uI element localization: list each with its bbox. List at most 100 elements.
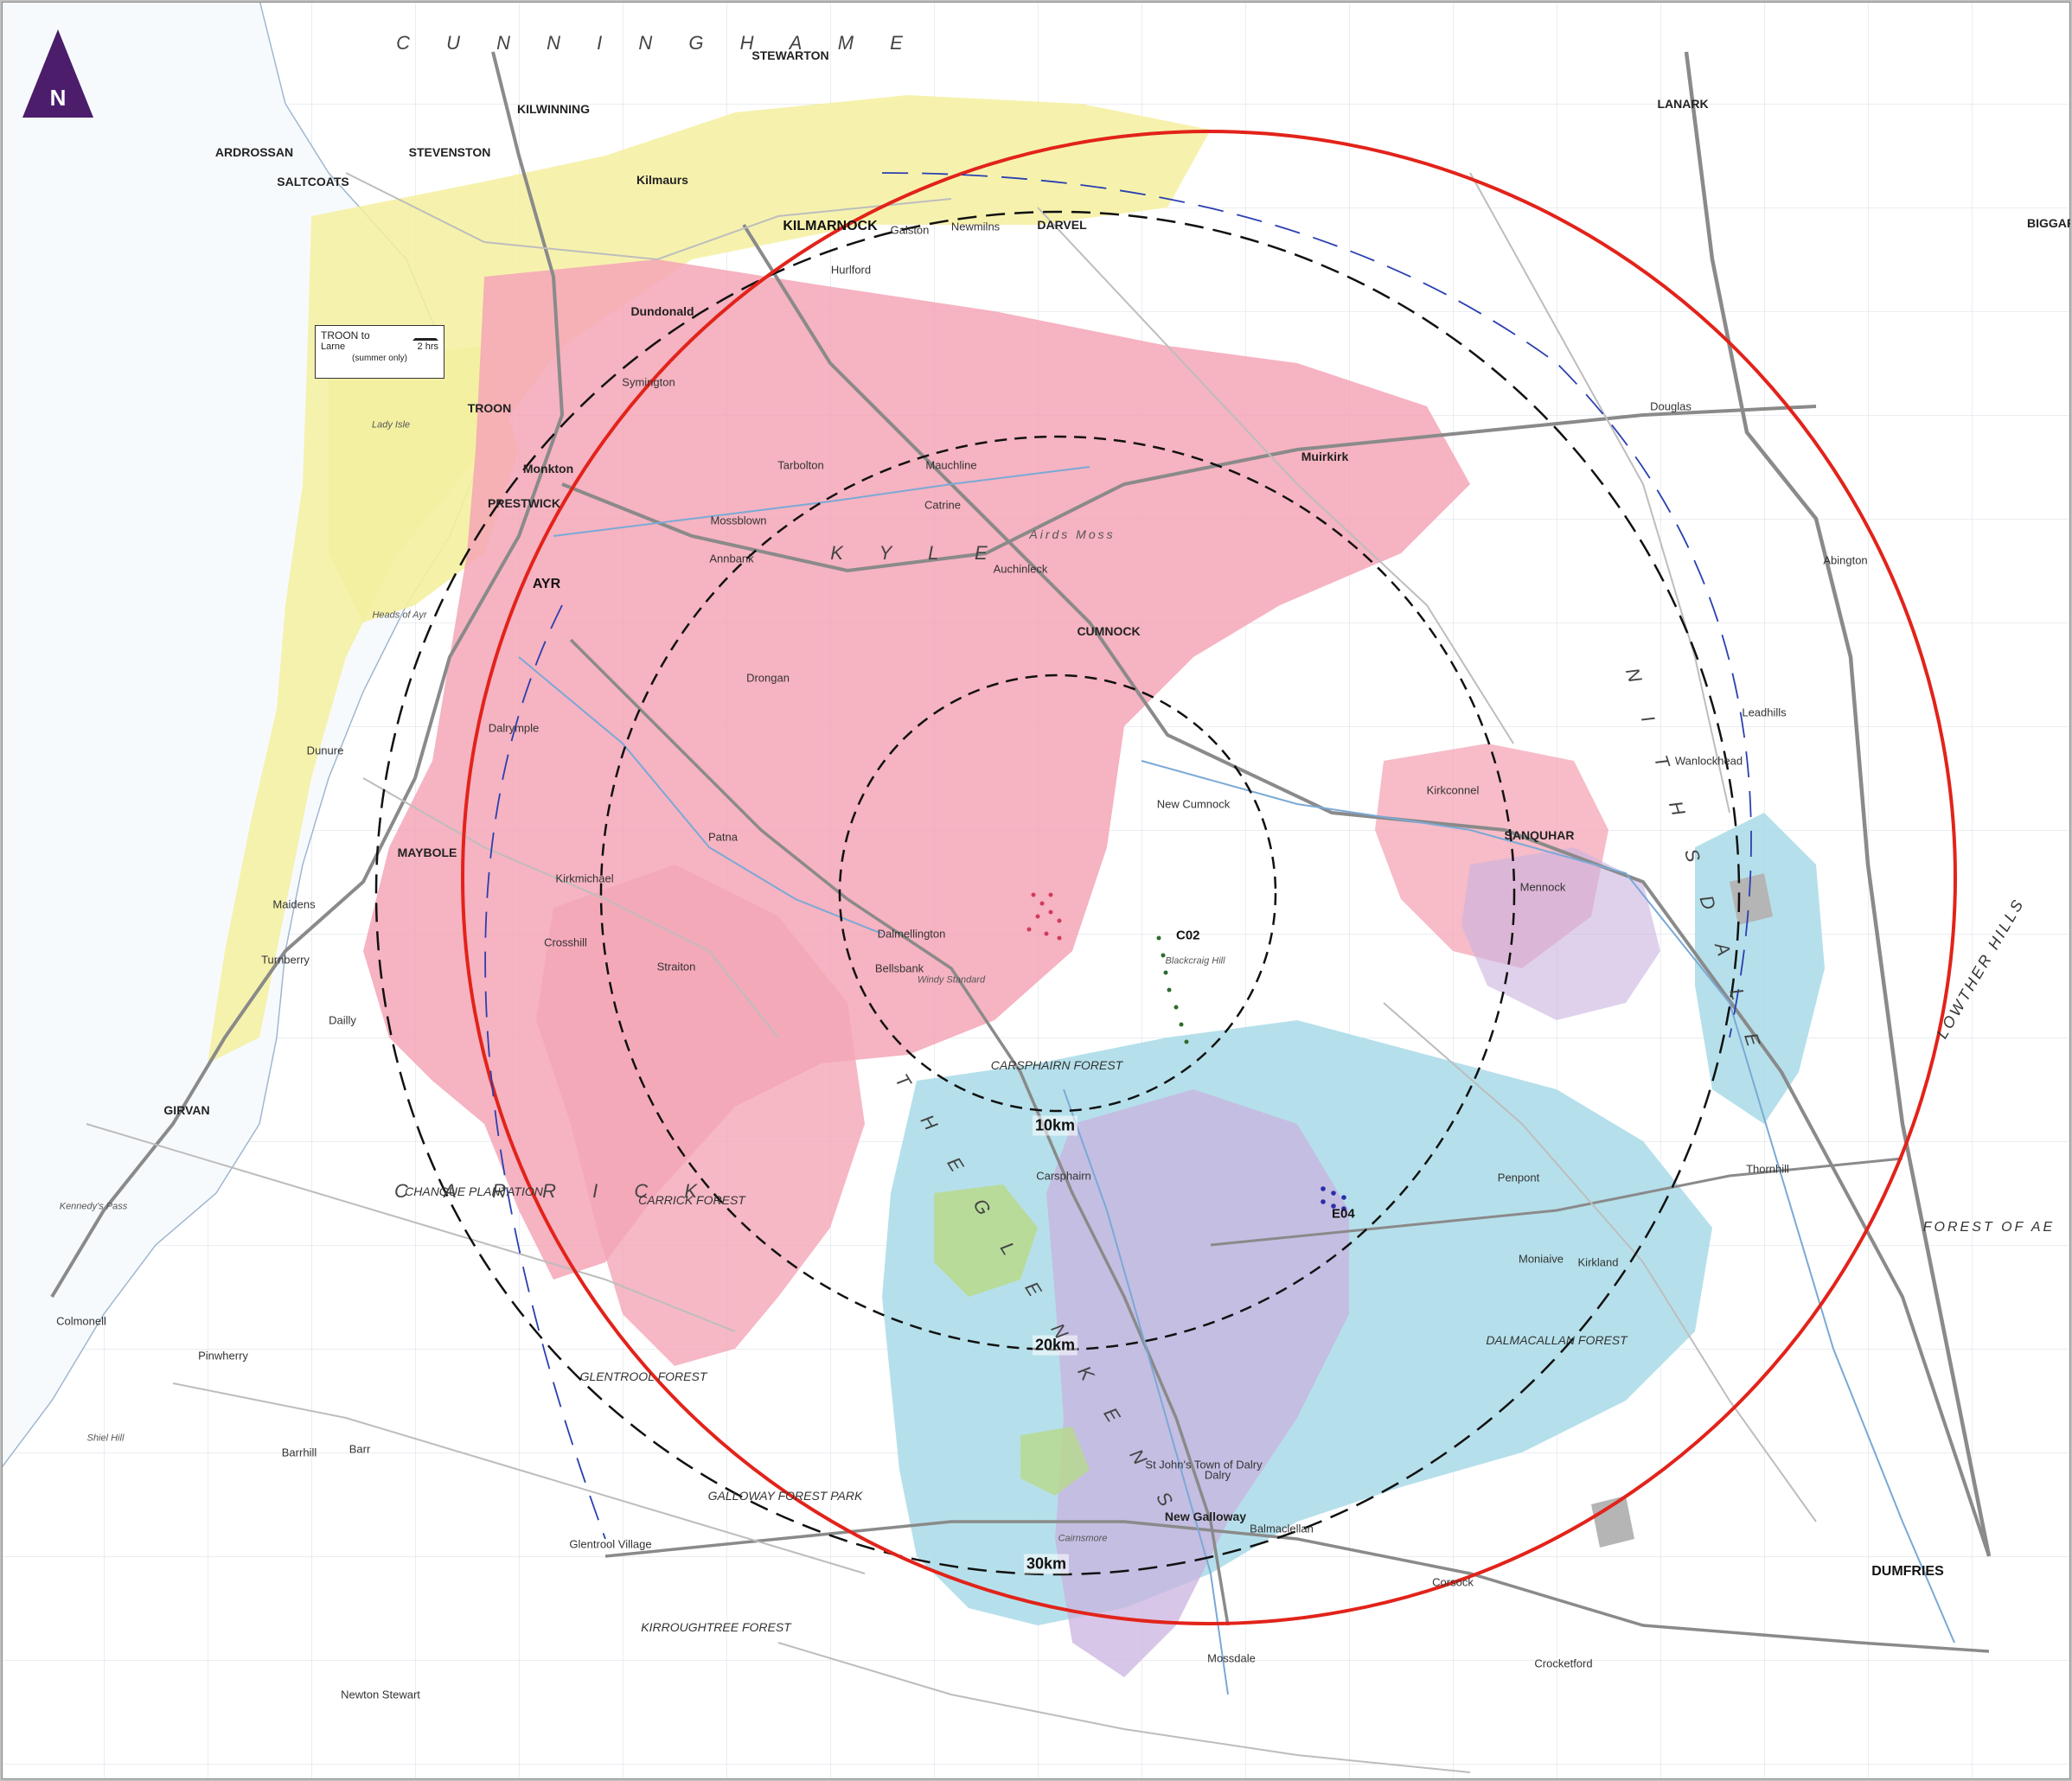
zone-green-2 — [1020, 1427, 1090, 1496]
place-label: Abington — [1823, 553, 1868, 567]
place-label: Newmilns — [950, 220, 1001, 233]
place-label: Catrine — [924, 498, 961, 512]
place-label: GIRVAN — [163, 1103, 210, 1117]
place-label: STEWARTON — [751, 48, 829, 62]
zone-lilac-east — [1461, 847, 1660, 1020]
place-label: St John's Town of Dalry — [1145, 1458, 1263, 1471]
hill-label: Blackcraig Hill — [1165, 955, 1225, 967]
place-label: AYR — [532, 577, 561, 591]
place-label: Barr — [349, 1442, 371, 1456]
forest-label: CARSPHAIRN FOREST — [990, 1058, 1123, 1072]
place-label: TROON — [467, 401, 512, 415]
hill-label: Windy Standard — [917, 974, 986, 986]
site-label-c02: C02 — [1176, 928, 1200, 943]
place-label: Kirkconnel — [1426, 783, 1480, 797]
site-c02-turbines — [1156, 935, 1189, 1044]
forest-label: CHANGUE PLANTATION — [405, 1184, 543, 1198]
ferry-icon — [412, 329, 438, 341]
place-label: Muirkirk — [1301, 450, 1349, 463]
ferry-title: TROON to — [321, 329, 370, 342]
theoretical-boundary-2 — [484, 604, 606, 1540]
road-minor-1 — [345, 172, 952, 261]
radius-rings — [374, 130, 1957, 1625]
place-label: Douglas — [1650, 399, 1691, 413]
hill-label: Kennedy's Pass — [59, 1201, 128, 1212]
region-label: K Y L E — [830, 542, 1003, 564]
place-label: KILMARNOCK — [783, 219, 878, 233]
north-arrow-icon — [22, 29, 93, 118]
place-label: Hurlford — [830, 263, 872, 277]
ring-10km — [838, 673, 1277, 1113]
ferry-destination: Larne — [321, 342, 346, 352]
ferry-info-box: TROON to Larne 2 hrs (summer only) — [315, 325, 444, 379]
place-label: Dalry — [1204, 1468, 1231, 1482]
place-label: SALTCOATS — [277, 175, 349, 188]
zone-yellow-coast — [208, 95, 1211, 1063]
place-label: Barrhill — [281, 1446, 317, 1459]
place-label: Maidens — [272, 897, 316, 911]
road-a77 — [50, 51, 565, 1299]
zone-pink-south — [536, 865, 865, 1366]
place-label: Colmonell — [56, 1314, 106, 1328]
road-minor-2 — [362, 777, 779, 1038]
place-label: Monkton — [522, 462, 574, 476]
place-label: Balmaclellan — [1250, 1522, 1314, 1535]
place-label: Newton Stewart — [341, 1688, 420, 1701]
place-label: Kirkland — [1577, 1255, 1619, 1269]
road-a712 — [604, 1520, 1990, 1653]
region-label: FOREST OF AE — [1922, 1220, 2056, 1235]
place-label: ARDROSSAN — [214, 145, 294, 159]
place-label: New Galloway — [1164, 1510, 1247, 1523]
region-label: C U N N I N G H A M E — [396, 32, 918, 54]
place-label: New Cumnock — [1156, 797, 1231, 811]
place-label: Glentrool Village — [569, 1537, 652, 1551]
road-minor-4 — [1037, 207, 1514, 744]
place-label: Mossdale — [1207, 1651, 1256, 1665]
road-minor-8 — [777, 1642, 1471, 1773]
north-letter: N — [49, 85, 67, 111]
road-network — [50, 51, 1992, 1773]
ring-label-20km: 20km — [1032, 1335, 1078, 1356]
site-label-e04: E04 — [1332, 1206, 1355, 1222]
place-label: Leadhills — [1742, 705, 1787, 719]
road-a702 — [1210, 1157, 1903, 1247]
zone-green — [934, 1184, 1038, 1297]
place-label: Dalrymple — [488, 721, 540, 735]
road-minor-6 — [172, 1382, 866, 1574]
forest-label: KIRROUGHTREE FOREST — [641, 1620, 791, 1634]
road-minor-3 — [86, 1123, 736, 1332]
north-arrow: N — [19, 26, 97, 121]
hill-label: Shiel Hill — [86, 1433, 125, 1444]
ferry-duration: 2 hrs — [417, 342, 438, 352]
place-label: Mennock — [1519, 880, 1566, 894]
hill-label: Airds Moss — [1029, 527, 1116, 541]
place-label: Thornhill — [1746, 1162, 1789, 1176]
river-ken — [1063, 1088, 1229, 1695]
ring-outer-red — [461, 130, 1957, 1625]
river-nith — [1141, 760, 1955, 1644]
place-label: Dalmellington — [877, 927, 946, 941]
road-a70 — [561, 405, 1817, 573]
place-label: Kilmaurs — [636, 173, 688, 187]
place-label: Crosshill — [544, 935, 587, 949]
place-label: Dailly — [329, 1013, 356, 1027]
place-label: Straiton — [656, 960, 696, 973]
zone-grey-1 — [1730, 873, 1773, 925]
place-label: Crocketford — [1534, 1657, 1593, 1670]
hill-label: Lady Isle — [371, 419, 411, 431]
zone-grey-2 — [1591, 1496, 1634, 1548]
place-label: LANARK — [1657, 97, 1709, 111]
place-label: Annbank — [709, 552, 754, 565]
place-label: Mossblown — [710, 514, 767, 527]
place-label: Carsphairn — [1036, 1169, 1091, 1183]
forest-label: GLENTROOL FOREST — [579, 1369, 707, 1383]
road-a713 — [569, 638, 1230, 1626]
site-e04-turbines — [1321, 1186, 1346, 1211]
place-label: Kirkmichael — [555, 871, 614, 885]
ring-label-30km: 30km — [1023, 1554, 1070, 1574]
place-label: DARVEL — [1037, 218, 1087, 232]
road-m74 — [1684, 51, 1992, 1557]
place-label: Drongan — [746, 671, 790, 685]
